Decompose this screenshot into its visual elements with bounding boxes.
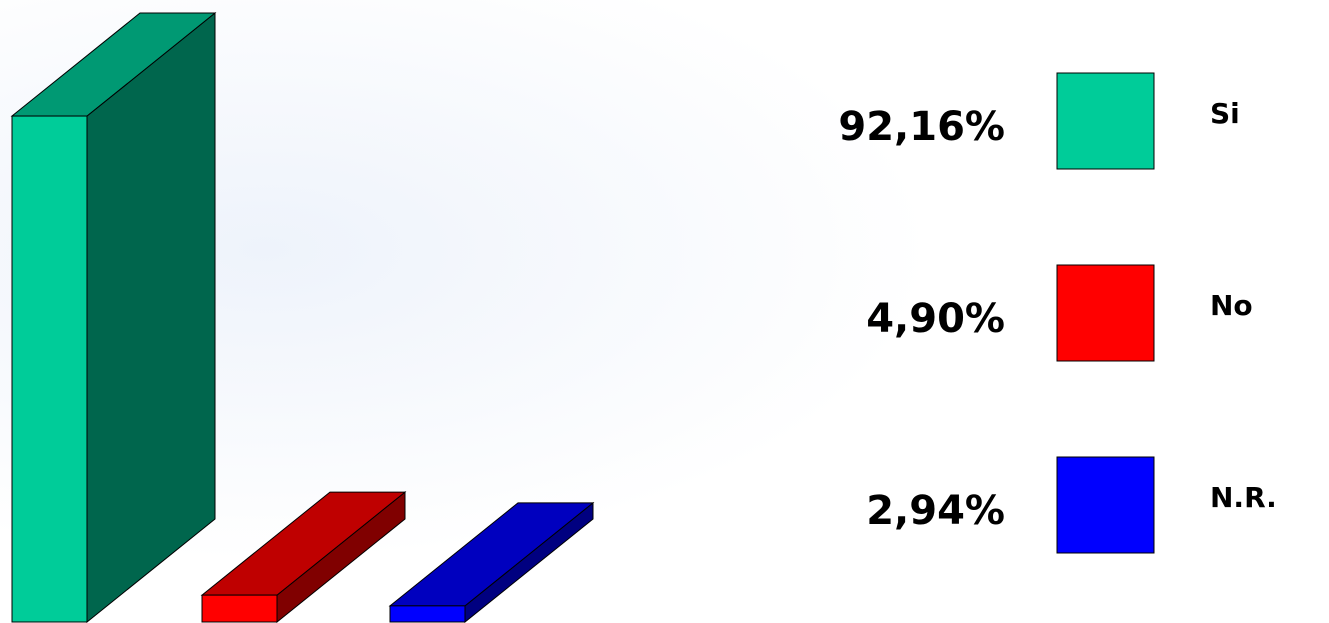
legend-label: Si [1210,97,1240,130]
legend-label: No [1210,289,1253,322]
chart: 92,16% Si 4,90% No 2,94% N.R. [0,0,1329,623]
page: 92,16%Si4,90%No2,94%N.R. (() => { const … [0,0,1329,623]
bar [12,116,87,622]
bar [390,606,465,622]
bar-side [87,13,215,622]
value-label: 2,94% [866,488,1005,534]
legend-swatch [1057,265,1154,361]
legend-swatch [1057,73,1154,169]
legend-label: N.R. [1210,481,1277,514]
value-label: 92,16% [838,104,1005,150]
value-label: 4,90% [866,296,1005,342]
bar [202,595,277,622]
legend-swatch [1057,457,1154,553]
